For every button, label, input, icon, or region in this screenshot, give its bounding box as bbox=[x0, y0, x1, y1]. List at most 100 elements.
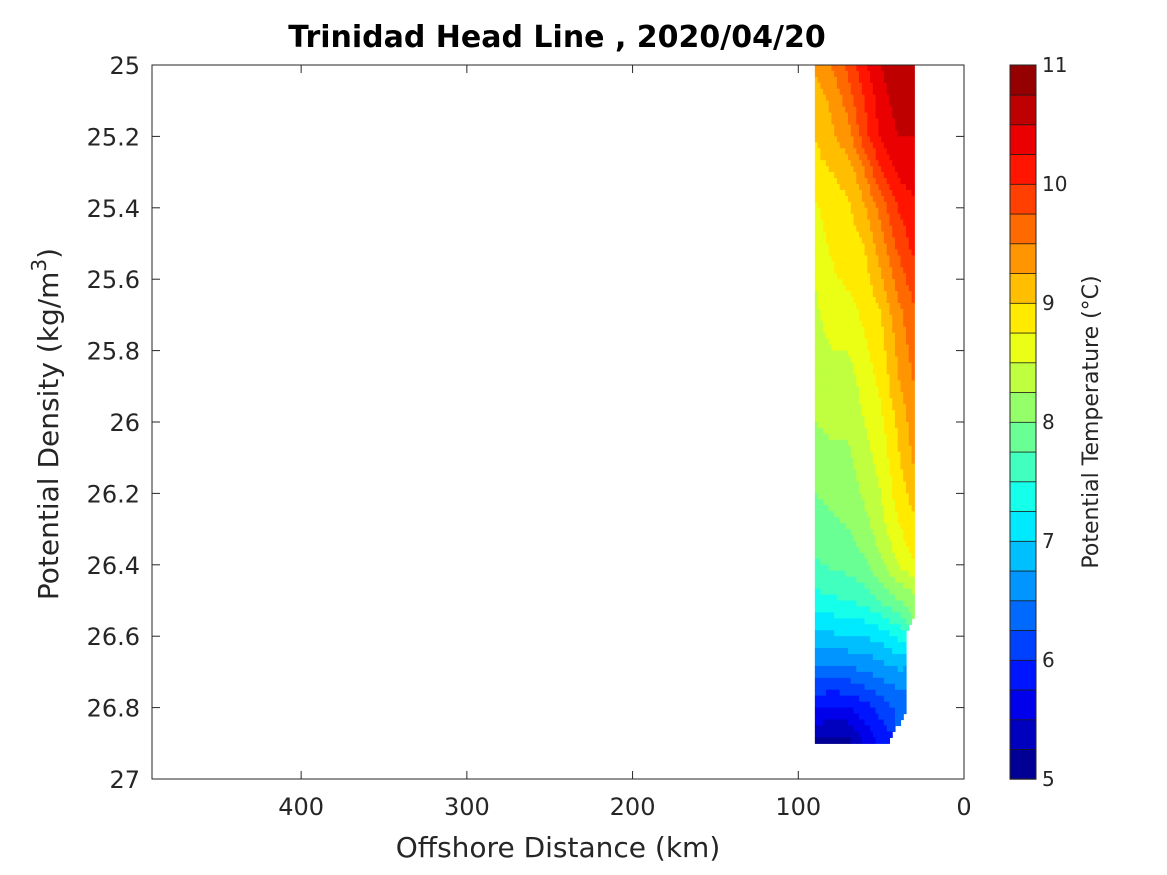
field-cell bbox=[850, 665, 855, 673]
field-cell bbox=[908, 279, 913, 286]
field-cell bbox=[845, 463, 849, 471]
field-cell bbox=[839, 457, 844, 465]
field-cell bbox=[820, 642, 824, 649]
field-cell bbox=[861, 707, 866, 715]
field-cell bbox=[881, 731, 885, 738]
field-cell bbox=[864, 65, 868, 72]
field-cell bbox=[897, 332, 902, 340]
field-cell bbox=[820, 570, 824, 578]
field-cell bbox=[881, 457, 885, 465]
field-cell bbox=[867, 719, 871, 727]
field-cell bbox=[831, 654, 835, 661]
field-cell bbox=[817, 70, 821, 78]
field-cell bbox=[867, 600, 871, 608]
field-cell bbox=[842, 737, 846, 744]
field-cell bbox=[908, 303, 913, 310]
field-cell bbox=[850, 689, 855, 697]
field-cell bbox=[828, 195, 833, 203]
field-cell bbox=[886, 517, 891, 524]
field-cell bbox=[883, 671, 888, 679]
field-cell bbox=[842, 594, 846, 602]
field-cell bbox=[850, 76, 855, 84]
field-cell bbox=[867, 505, 871, 512]
field-cell bbox=[859, 469, 863, 477]
field-cell bbox=[856, 660, 860, 667]
field-cell bbox=[883, 517, 888, 524]
field-cell bbox=[875, 707, 879, 715]
field-cell bbox=[845, 231, 849, 239]
field-cell bbox=[881, 517, 885, 524]
field-cell bbox=[823, 552, 827, 560]
field-cell bbox=[897, 457, 902, 465]
field-cell bbox=[823, 350, 827, 358]
field-cell bbox=[842, 612, 846, 619]
field-cell bbox=[883, 368, 888, 375]
field-cell bbox=[889, 124, 893, 132]
field-cell bbox=[836, 648, 841, 655]
field-cell bbox=[848, 297, 852, 304]
field-cell bbox=[911, 582, 915, 590]
field-cell bbox=[848, 725, 852, 732]
field-cell bbox=[911, 404, 915, 411]
field-cell bbox=[842, 88, 846, 96]
field-cell bbox=[845, 398, 849, 405]
field-cell bbox=[848, 142, 852, 149]
field-cell bbox=[892, 326, 896, 334]
field-cell bbox=[878, 261, 882, 268]
field-cell bbox=[820, 541, 824, 548]
field-cell bbox=[831, 683, 835, 691]
field-cell bbox=[892, 112, 896, 120]
field-cell bbox=[856, 451, 860, 459]
field-cell bbox=[878, 82, 882, 90]
field-cell bbox=[886, 326, 891, 334]
field-cell bbox=[875, 439, 879, 447]
field-cell bbox=[908, 457, 913, 465]
field-cell bbox=[861, 618, 866, 625]
field-cell bbox=[875, 70, 879, 78]
field-cell bbox=[825, 94, 830, 102]
field-cell bbox=[892, 665, 896, 673]
field-cell bbox=[911, 332, 915, 340]
field-cell bbox=[834, 326, 838, 334]
field-cell bbox=[889, 303, 893, 310]
field-cell bbox=[823, 386, 827, 393]
field-cell bbox=[859, 445, 863, 453]
field-cell bbox=[861, 570, 866, 578]
field-cell bbox=[839, 535, 844, 542]
field-cell bbox=[850, 231, 855, 239]
field-cell bbox=[903, 338, 907, 346]
field-cell bbox=[817, 416, 821, 423]
field-cell bbox=[881, 558, 885, 566]
field-cell bbox=[825, 273, 830, 280]
field-cell bbox=[814, 606, 819, 613]
field-cell bbox=[867, 88, 871, 96]
field-cell bbox=[842, 273, 846, 280]
field-cell bbox=[861, 261, 866, 268]
field-cell bbox=[878, 70, 882, 78]
field-cell bbox=[842, 410, 846, 417]
field-cell bbox=[848, 112, 852, 120]
field-cell bbox=[834, 517, 838, 524]
field-cell bbox=[897, 612, 902, 619]
field-cell bbox=[911, 457, 915, 465]
field-cell bbox=[814, 416, 819, 423]
field-cell bbox=[892, 582, 896, 590]
field-cell bbox=[836, 118, 841, 126]
field-cell bbox=[861, 529, 866, 536]
field-cell bbox=[864, 380, 868, 387]
field-cell bbox=[900, 219, 904, 227]
field-cell bbox=[875, 142, 879, 149]
field-cell bbox=[889, 564, 893, 572]
field-cell bbox=[864, 416, 868, 423]
field-cell bbox=[823, 314, 827, 322]
field-cell bbox=[834, 463, 838, 471]
field-cell bbox=[861, 642, 866, 649]
field-cell bbox=[842, 207, 846, 215]
field-cell bbox=[856, 332, 860, 340]
field-cell bbox=[820, 344, 824, 352]
field-cell bbox=[867, 445, 871, 453]
field-cell bbox=[878, 612, 882, 619]
field-cell bbox=[853, 344, 857, 352]
field-cell bbox=[903, 106, 907, 114]
field-cell bbox=[889, 398, 893, 405]
